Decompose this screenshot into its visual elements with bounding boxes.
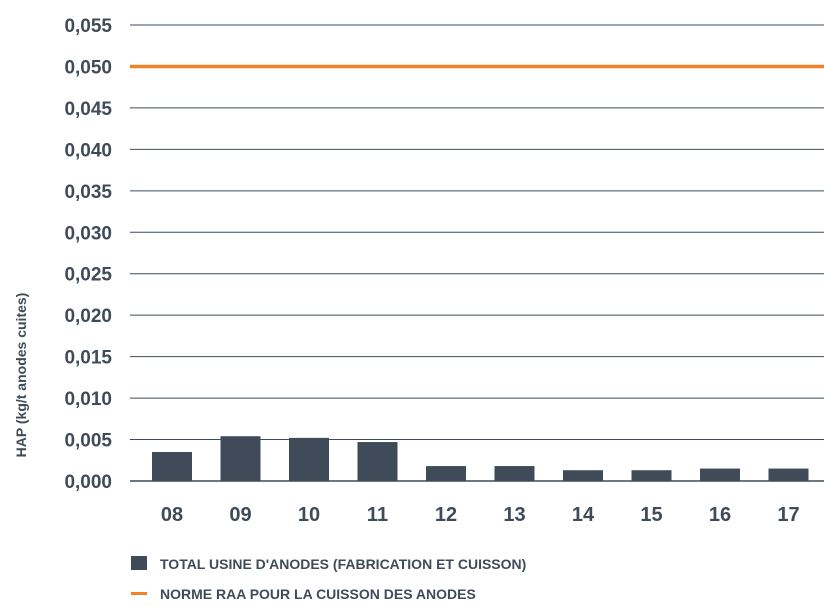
- y-tick-label: 0,020: [64, 306, 112, 327]
- legend-label-bars: TOTAL USINE D'ANODES (FABRICATION ET CUI…: [160, 556, 526, 572]
- legend: TOTAL USINE D'ANODES (FABRICATION ET CUI…: [131, 556, 526, 602]
- legend-swatch-bars: [131, 556, 147, 570]
- x-tick-label: 08: [161, 504, 183, 526]
- x-tick-label: 17: [777, 504, 799, 526]
- x-tick-label: 10: [298, 504, 320, 526]
- x-tick-label: 15: [640, 504, 662, 526]
- bar: [426, 466, 466, 481]
- bar: [357, 442, 398, 481]
- bar: [700, 468, 740, 481]
- y-tick-label: 0,010: [64, 389, 112, 410]
- y-tick-label: 0,025: [64, 265, 112, 286]
- grid-lines: [130, 24, 824, 482]
- x-tick-label: 14: [572, 504, 595, 526]
- y-tick-label: 0,055: [64, 16, 112, 37]
- legend-label-reference-line: NORME RAA POUR LA CUISSON DES ANODES: [160, 586, 476, 602]
- y-tick-label: 0,015: [64, 348, 112, 369]
- x-tick-label: 16: [709, 504, 731, 526]
- x-tick-label: 12: [435, 504, 457, 526]
- y-tick-label: 0,040: [64, 140, 112, 161]
- y-axis-label: HAP (kg/t anodes cuites): [13, 293, 29, 458]
- x-tick-label: 09: [229, 504, 251, 526]
- x-tick-label: 11: [367, 504, 388, 526]
- bar: [289, 437, 329, 481]
- bar: [152, 451, 192, 481]
- x-tick-label: 13: [503, 504, 525, 526]
- bar: [768, 468, 809, 481]
- bars: [152, 436, 809, 481]
- bar: [563, 470, 603, 481]
- y-tick-label: 0,000: [64, 472, 112, 493]
- y-tick-label: 0,045: [64, 99, 112, 120]
- legend-swatch-reference-line: [131, 592, 147, 595]
- y-tick-label: 0,035: [64, 182, 112, 203]
- bar: [631, 470, 672, 481]
- y-tick-labels: 0,000 0,005 0,010 0,015 0,020 0,025 0,030 0,035…: [64, 16, 112, 493]
- bar: [220, 436, 261, 481]
- x-tick-labels: 08 09 10 11 12 13 14 15 16 17: [161, 504, 800, 526]
- bar: [494, 466, 535, 481]
- y-tick-label: 0,050: [64, 57, 112, 78]
- y-tick-label: 0,005: [64, 431, 112, 452]
- y-tick-label: 0,030: [64, 223, 112, 244]
